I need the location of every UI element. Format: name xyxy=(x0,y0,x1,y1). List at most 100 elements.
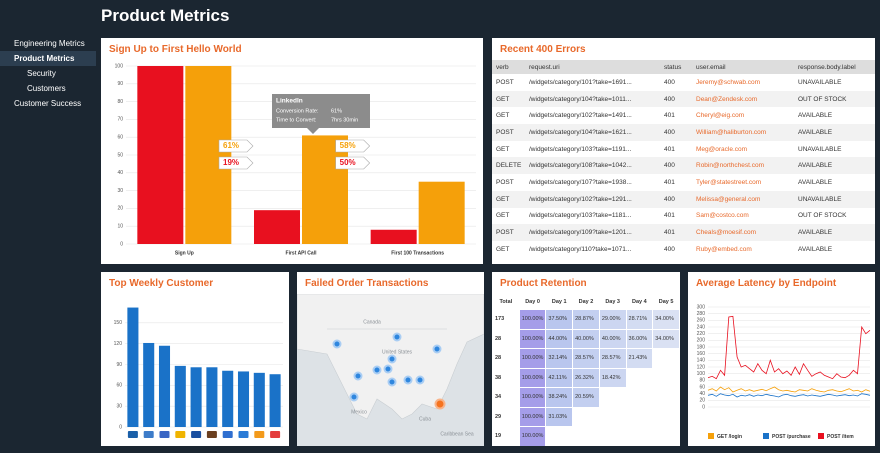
nav-item[interactable]: Product Metrics xyxy=(0,51,96,66)
chart: 0204060801001201401601802002202402602803… xyxy=(697,304,871,440)
y-tick-label: 0 xyxy=(120,241,123,247)
chart: 0 10 20 30 40 50 60 70 80 90 100 Sign Up First API C… xyxy=(115,63,476,256)
cell: 34.00% xyxy=(652,328,680,349)
x-tick-label: First 100 Transactions xyxy=(391,250,444,256)
column-header: request.uri xyxy=(529,63,560,71)
map-label: Mexico xyxy=(351,409,367,415)
nav-item[interactable]: Customer Success xyxy=(14,99,82,108)
y-tick-label: 150 xyxy=(114,320,123,326)
column-header: response.body.label xyxy=(798,63,856,71)
customer-logo xyxy=(254,431,265,438)
cell: 100.00% xyxy=(518,426,547,446)
nav-item[interactable]: Customers xyxy=(27,84,66,93)
cell: DELETE xyxy=(496,162,522,170)
tooltip-box xyxy=(272,94,370,134)
x-tick-label: First API Call xyxy=(286,250,318,256)
y-tick-label: 60 xyxy=(117,135,123,141)
cell xyxy=(652,387,680,408)
cell: 401 xyxy=(664,212,675,220)
panel-title: Top Weekly Customer xyxy=(109,278,214,289)
cell: POST xyxy=(496,78,514,86)
cell: 28 xyxy=(492,348,520,369)
map: Canada United States Mexico Cuba Caribbean S… xyxy=(297,293,484,446)
cell: William@haliburton.com xyxy=(696,128,767,136)
panel-title: Sign Up to First Hello World xyxy=(109,44,242,55)
y-tick-label: 90 xyxy=(116,362,122,368)
y-tick-label: 100 xyxy=(697,371,706,377)
row: GET/widgets/category/103?take=1181... 401… xyxy=(492,208,875,225)
row: DELETE/widgets/category/108?take=1042...… xyxy=(492,157,875,175)
cell: 100.00% xyxy=(518,367,547,388)
legend-label: GET /login xyxy=(717,434,742,440)
panel: Sign Up to First Hello World 0 10 20 30 40 50 6… xyxy=(101,38,483,264)
column-header: Day 0 xyxy=(518,294,547,310)
map-points xyxy=(332,332,442,402)
cell: 32.14% xyxy=(545,348,574,369)
nav-item[interactable]: Security xyxy=(27,69,56,78)
column-header: Day 5 xyxy=(652,294,680,310)
cell: 400 xyxy=(664,195,675,203)
y-tick-label: 40 xyxy=(699,391,705,397)
map-label: Cuba xyxy=(419,416,431,422)
line xyxy=(707,386,871,393)
bar xyxy=(190,367,202,427)
cell: /widgets/category/102?take=1291... xyxy=(529,195,632,203)
cell: 100.00% xyxy=(518,328,547,349)
cell: 100.00% xyxy=(518,309,547,330)
column-header: Day 2 xyxy=(572,294,600,310)
cell: UNAVAILABLE xyxy=(798,145,842,153)
y-tick-label: 260 xyxy=(697,318,706,324)
bar xyxy=(158,345,171,427)
retention-table: Total Day 0 Day 1 Day 2 Day 3 Day 4 Day 5 173 10… xyxy=(492,294,680,446)
nav-item[interactable]: Engineering Metrics xyxy=(14,39,85,48)
annotation-box xyxy=(335,156,371,170)
cell: 34.00% xyxy=(652,309,680,330)
bar xyxy=(253,372,265,427)
cell xyxy=(625,406,654,427)
customer-logo xyxy=(175,431,186,438)
cell: 37.50% xyxy=(545,309,574,330)
customer-logo xyxy=(127,431,138,438)
cell: 400 xyxy=(664,128,675,136)
y-tick-label: 50 xyxy=(117,152,123,158)
legend-swatch xyxy=(818,433,824,439)
y-tick-label: 0 xyxy=(702,404,705,410)
cell: POST xyxy=(496,128,514,136)
y-tick-label: 30 xyxy=(117,188,123,194)
bar xyxy=(185,66,232,244)
tooltip-title: LinkedIn xyxy=(276,98,303,105)
y-tick-label: 220 xyxy=(697,331,706,337)
annotation: 58% xyxy=(340,141,356,150)
y-tick-label: 60 xyxy=(116,383,122,389)
cell: 21.43% xyxy=(625,348,654,369)
tooltip-text: 61% xyxy=(331,108,342,114)
cell: OUT OF STOCK xyxy=(798,212,847,220)
cell: Dean@Zendesk.com xyxy=(696,95,758,103)
cell: GET xyxy=(496,212,510,220)
map-label: Caribbean Sea xyxy=(440,431,474,437)
cell: 400 xyxy=(664,95,675,103)
y-tick-label: 280 xyxy=(697,311,706,317)
cell: 400 xyxy=(664,162,675,170)
cell xyxy=(545,426,574,446)
panel: Failed Order Transactions Canada United S… xyxy=(297,272,484,446)
cell xyxy=(598,406,627,427)
bar xyxy=(174,365,186,427)
cell: AVAILABLE xyxy=(798,128,833,136)
cell xyxy=(598,426,627,446)
cell: 100.00% xyxy=(518,406,547,427)
cell: Robin@northchest.com xyxy=(696,162,765,170)
cell: 40.00% xyxy=(598,328,627,349)
cell: Meg@oracle.com xyxy=(696,145,748,153)
y-tick-label: 90 xyxy=(117,81,123,87)
row: POST/widgets/category/104?take=1621... 40… xyxy=(492,124,875,141)
x-tick-label: Sign Up xyxy=(175,250,194,256)
cell: /widgets/category/104?take=1011... xyxy=(529,95,632,103)
cell: 28.57% xyxy=(598,348,627,369)
cell: 401 xyxy=(664,145,675,153)
y-tick-label: 140 xyxy=(697,358,706,364)
cell: POST xyxy=(496,229,514,237)
row: GET/widgets/category/110?take=1071... 400… xyxy=(492,241,875,258)
bar xyxy=(254,210,300,244)
bar xyxy=(222,370,234,427)
